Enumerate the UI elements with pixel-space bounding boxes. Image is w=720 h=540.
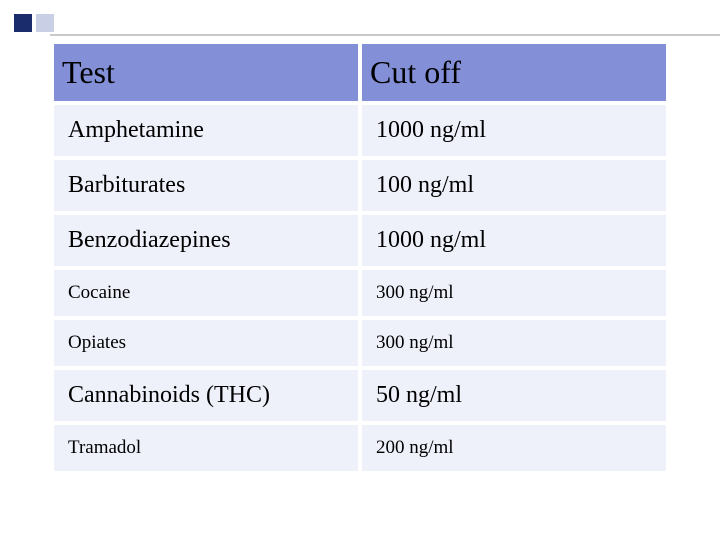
cell-cutoff: 1000 ng/ml: [362, 215, 666, 266]
accent-squares: [14, 14, 54, 32]
table-header-row: Test Cut off: [54, 44, 666, 101]
accent-square-light: [36, 14, 54, 32]
accent-line: [50, 34, 720, 36]
cell-cutoff: 300 ng/ml: [362, 320, 666, 366]
table-row: Barbiturates 100 ng/ml: [54, 160, 666, 211]
table-row: Amphetamine 1000 ng/ml: [54, 105, 666, 156]
table-row: Cocaine 300 ng/ml: [54, 270, 666, 316]
cell-test: Barbiturates: [54, 160, 358, 211]
cell-test: Tramadol: [54, 425, 358, 471]
cell-cutoff: 200 ng/ml: [362, 425, 666, 471]
table-row: Cannabinoids (THC) 50 ng/ml: [54, 370, 666, 421]
header-cutoff: Cut off: [362, 44, 666, 101]
cell-cutoff: 50 ng/ml: [362, 370, 666, 421]
cell-test: Benzodiazepines: [54, 215, 358, 266]
accent-square-dark: [14, 14, 32, 32]
drug-test-table: Test Cut off Amphetamine 1000 ng/ml Barb…: [50, 40, 670, 475]
cell-test: Cocaine: [54, 270, 358, 316]
table-row: Benzodiazepines 1000 ng/ml: [54, 215, 666, 266]
drug-test-table-container: Test Cut off Amphetamine 1000 ng/ml Barb…: [50, 40, 670, 475]
cell-test: Cannabinoids (THC): [54, 370, 358, 421]
cell-cutoff: 100 ng/ml: [362, 160, 666, 211]
cell-test: Amphetamine: [54, 105, 358, 156]
table-row: Opiates 300 ng/ml: [54, 320, 666, 366]
table-row: Tramadol 200 ng/ml: [54, 425, 666, 471]
cell-cutoff: 1000 ng/ml: [362, 105, 666, 156]
cell-cutoff: 300 ng/ml: [362, 270, 666, 316]
header-test: Test: [54, 44, 358, 101]
cell-test: Opiates: [54, 320, 358, 366]
